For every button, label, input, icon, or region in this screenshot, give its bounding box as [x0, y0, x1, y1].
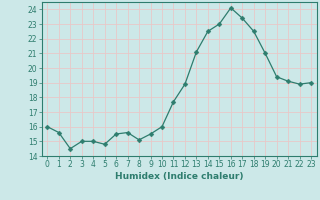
X-axis label: Humidex (Indice chaleur): Humidex (Indice chaleur)	[115, 172, 244, 181]
